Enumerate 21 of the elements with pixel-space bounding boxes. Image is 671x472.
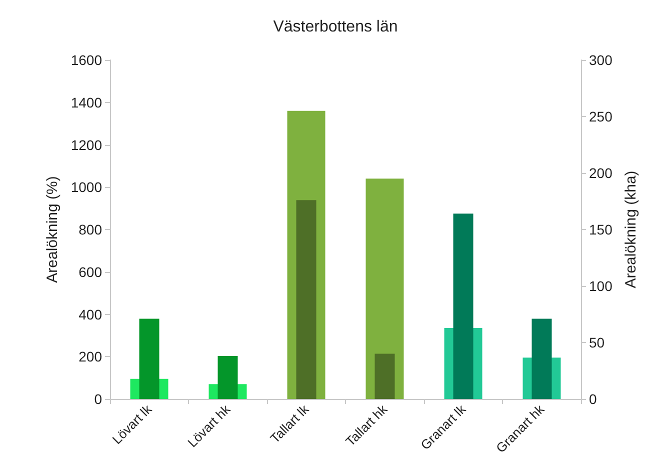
y-tick-label: 1200 [70, 136, 102, 153]
y-tick-label: 400 [78, 306, 102, 322]
y-tick-label: 1000 [70, 179, 102, 196]
y2-tick-label: 0 [589, 391, 597, 407]
y2-tick-label: 200 [589, 165, 613, 181]
y-tick-label: 1600 [70, 52, 102, 68]
y-tick-label: 800 [78, 222, 102, 238]
bar [296, 200, 316, 399]
y2-tick-label: 50 [589, 334, 605, 350]
y2-axis-title: Arealökning (kha) [622, 170, 640, 288]
y-axis-title: Arealökning (%) [44, 176, 61, 283]
y-tick-label: 200 [78, 348, 102, 365]
y2-tick-label: 100 [589, 278, 613, 294]
y2-tick-label: 150 [589, 222, 613, 238]
y2-tick-label: 300 [589, 52, 613, 68]
y-tick-label: 0 [94, 391, 102, 407]
y-tick-label: 600 [78, 264, 102, 280]
y-tick-label: 1400 [70, 94, 102, 110]
bar [374, 354, 395, 399]
y2-tick-label: 250 [589, 108, 613, 124]
chart-title: Västerbottens län [273, 18, 398, 36]
